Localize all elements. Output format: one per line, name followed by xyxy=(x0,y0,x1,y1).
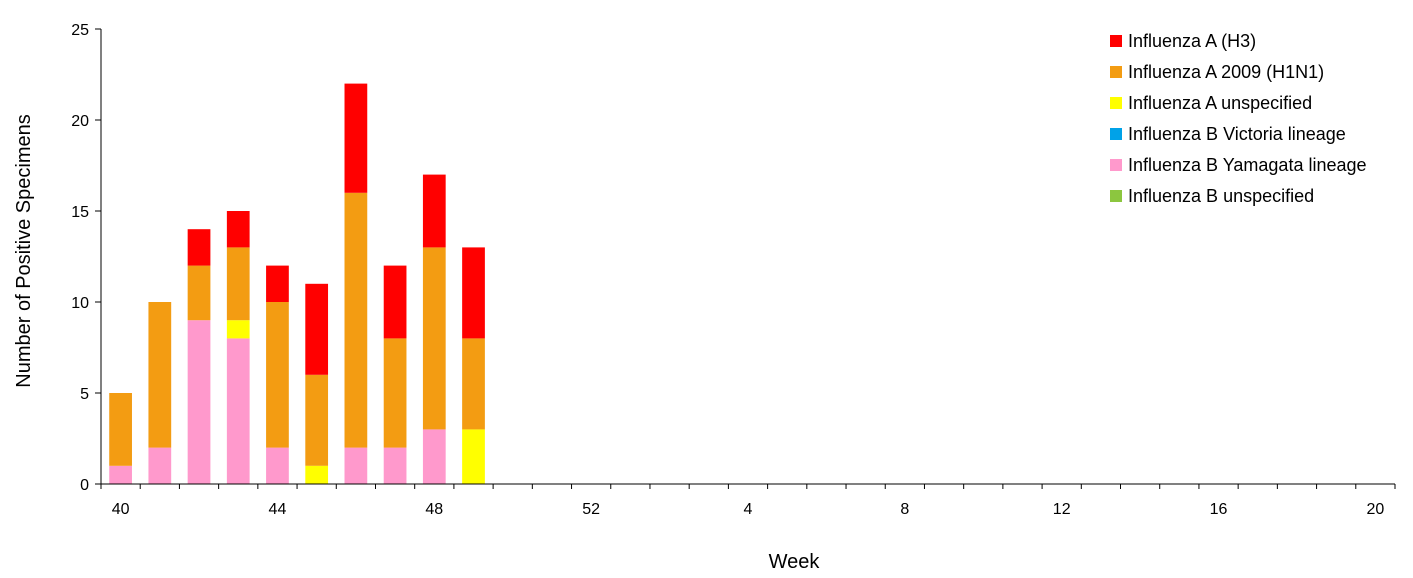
x-tick-label-week-4: 4 xyxy=(744,501,753,518)
x-tick-label-week-20: 20 xyxy=(1366,501,1384,518)
bar-segment-week-49-series-2 xyxy=(462,338,485,430)
bar-segment-week-47-series-0 xyxy=(383,447,407,484)
bar-segment-week-44-series-3 xyxy=(266,265,289,302)
bar-segment-week-45-series-3 xyxy=(305,283,329,375)
legend-swatch xyxy=(1110,66,1122,78)
x-tick-label-week-44: 44 xyxy=(269,501,287,518)
x-tick-label-week-48: 48 xyxy=(425,501,443,518)
legend-swatch xyxy=(1110,97,1122,109)
legend-swatch xyxy=(1110,35,1122,47)
legend-item: Influenza B Victoria lineage xyxy=(1110,124,1346,144)
legend-item: Influenza A (H3) xyxy=(1110,31,1256,51)
bar-segment-week-46-series-2 xyxy=(344,192,368,448)
legend-item: Influenza A 2009 (H1N1) xyxy=(1110,62,1324,82)
bar-segment-week-48-series-2 xyxy=(422,247,446,430)
legend-item: Influenza B Yamagata lineage xyxy=(1110,155,1367,175)
y-tick-label: 0 xyxy=(80,477,89,494)
x-tick-label-week-16: 16 xyxy=(1210,501,1228,518)
y-tick-label: 15 xyxy=(71,204,89,221)
bar-segment-week-47-series-2 xyxy=(383,338,407,448)
y-axis-title: Number of Positive Specimens xyxy=(13,114,35,387)
bar-segment-week-49-series-1 xyxy=(462,429,485,484)
legend-label: Influenza B unspecified xyxy=(1128,186,1314,206)
bar-segment-week-46-series-0 xyxy=(344,447,368,484)
bar-segment-week-42-series-2 xyxy=(187,265,211,321)
bar-segment-week-40-series-0 xyxy=(109,465,132,484)
bars-layer xyxy=(109,83,485,484)
legend: Influenza A (H3) Influenza A 2009 (H1N1) I… xyxy=(1110,31,1367,206)
legend-label: Influenza A 2009 (H1N1) xyxy=(1128,62,1324,82)
bar-segment-week-43-series-2 xyxy=(226,247,250,321)
x-tick-label-week-12: 12 xyxy=(1053,501,1071,518)
bar-segment-week-45-series-1 xyxy=(305,465,329,484)
x-axis-title: Week xyxy=(769,551,821,573)
x-tick-label-week-52: 52 xyxy=(582,501,600,518)
legend-label: Influenza B Victoria lineage xyxy=(1128,124,1346,144)
x-tick-label-week-40: 40 xyxy=(112,501,130,518)
bar-segment-week-41-series-0 xyxy=(148,447,172,484)
bar-segment-week-48-series-0 xyxy=(422,429,446,484)
legend-swatch xyxy=(1110,159,1122,171)
bar-segment-week-48-series-3 xyxy=(422,174,446,248)
legend-item: Influenza B unspecified xyxy=(1110,186,1314,206)
x-tick-label-week-8: 8 xyxy=(900,501,909,518)
bar-segment-week-43-series-1 xyxy=(226,320,250,339)
y-tick-label: 10 xyxy=(71,295,89,312)
y-tick-label: 20 xyxy=(71,113,89,130)
legend-swatch xyxy=(1110,128,1122,140)
axes-layer xyxy=(100,29,1395,485)
legend-item: Influenza A unspecified xyxy=(1110,93,1312,113)
y-tick-label: 5 xyxy=(80,386,89,403)
bar-segment-week-44-series-2 xyxy=(266,302,289,448)
legend-label: Influenza A (H3) xyxy=(1128,31,1256,51)
bar-segment-week-45-series-2 xyxy=(305,374,329,466)
legend-swatch xyxy=(1110,190,1122,202)
bar-segment-week-49-series-3 xyxy=(462,247,485,339)
bar-segment-week-40-series-2 xyxy=(109,393,132,466)
bar-segment-week-44-series-0 xyxy=(266,447,289,484)
bar-segment-week-42-series-3 xyxy=(187,229,211,266)
y-tick-label: 25 xyxy=(71,22,89,39)
bar-segment-week-46-series-3 xyxy=(344,83,368,193)
bar-segment-week-41-series-2 xyxy=(148,302,172,448)
bar-segment-week-47-series-3 xyxy=(383,265,407,339)
bar-segment-week-43-series-3 xyxy=(226,211,250,248)
bar-segment-week-42-series-0 xyxy=(187,320,211,484)
legend-label: Influenza B Yamagata lineage xyxy=(1128,155,1367,175)
bar-segment-week-43-series-0 xyxy=(226,338,250,484)
legend-label: Influenza A unspecified xyxy=(1128,93,1312,113)
